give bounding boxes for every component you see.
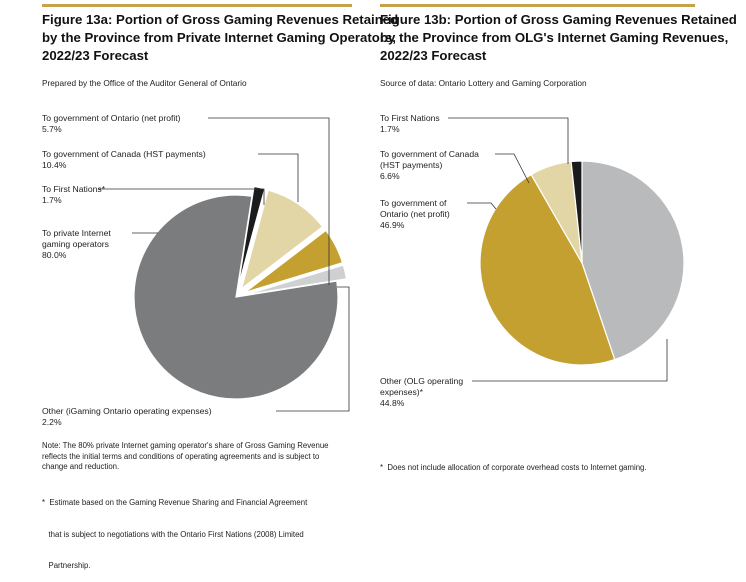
footnote-line: * Does not include allocation of corpora… [380, 463, 647, 472]
pie-slice-to-first-nations [237, 185, 266, 288]
pie-slice-other-igaming-ontario-operating-expenses [245, 264, 348, 296]
footnote-line: that is subject to negotiations with the… [42, 529, 304, 539]
leader-line-first-nations-a [98, 188, 265, 205]
pie-slice-to-first-nations [570, 160, 583, 264]
leader-line-canada-b [495, 153, 530, 184]
label-other-olg-b: Other (OLG operating expenses)* 44.8% [380, 376, 463, 409]
label-line: To private Internet [42, 228, 111, 238]
figure-a-title-line: Figure 13a: Portion of Gross Gaming Reve… [42, 12, 399, 27]
label-line: (HST payments) [380, 160, 443, 170]
leader-lines [98, 117, 668, 412]
label-line: To government of Ontario (net profit) [42, 113, 181, 123]
figure-a-top-rule [42, 4, 352, 7]
label-line: expenses)* [380, 387, 423, 397]
pie-chart-13b [479, 160, 685, 366]
leader-line-other-a [276, 286, 350, 412]
label-ontario-net-profit-b: To government of Ontario (net profit) 46… [380, 198, 450, 231]
leader-line-other-b [472, 339, 668, 382]
label-line: Other (OLG operating [380, 376, 464, 386]
footnote-line: * Estimate based on the Gaming Revenue S… [42, 498, 308, 507]
label-value: 5.7% [42, 124, 62, 134]
figure-b-title: Figure 13b: Portion of Gross Gaming Reve… [380, 11, 737, 65]
label-value: 80.0% [42, 250, 67, 260]
label-value: 2.2% [42, 417, 62, 427]
pie-slice-to-private-internet-gaming-operators [133, 194, 339, 400]
figure-a-footnote: * Estimate based on the Gaming Revenue S… [42, 477, 307, 582]
label-value: 1.7% [380, 124, 400, 134]
figure-a-title-line: by the Province from Private Internet Ga… [42, 30, 396, 45]
figure-b-title-line: by the Province from OLG's Internet Gami… [380, 30, 729, 45]
label-line: To First Nations [380, 113, 440, 123]
note-line: change and reduction. [42, 462, 120, 471]
footnote-line: Partnership. [42, 561, 91, 570]
charts-canvas [98, 117, 685, 412]
figure-a-source: Prepared by the Office of the Auditor Ge… [42, 78, 247, 88]
pie-chart-13a [133, 185, 348, 400]
label-line: Ontario (net profit) [380, 209, 450, 219]
leader-line-canada-a [258, 153, 299, 202]
figure-b-title-line: Figure 13b: Portion of Gross Gaming Reve… [380, 12, 737, 27]
leader-line-first-nations-b [448, 117, 569, 164]
figure-b-footnote: * Does not include allocation of corpora… [380, 442, 647, 484]
label-private-operators-a: To private Internet gaming operators 80.… [42, 228, 111, 261]
label-line: To government of Canada [380, 149, 479, 159]
label-canada-hst-b: To government of Canada (HST payments) 6… [380, 149, 479, 182]
figure-b-top-rule [380, 4, 695, 7]
figure-a-title: Figure 13a: Portion of Gross Gaming Reve… [42, 11, 398, 65]
label-line: To government of Canada (HST payments) [42, 149, 206, 159]
pie-slice-to-government-of-ontario-net-profit [479, 173, 616, 366]
label-value: 10.4% [42, 160, 67, 170]
label-canada-hst-a: To government of Canada (HST payments) 1… [42, 149, 206, 171]
figure-a-title-line: 2022/23 Forecast [42, 48, 149, 63]
label-first-nations-a: To First Nations* 1.7% [42, 184, 105, 206]
label-value: 1.7% [42, 195, 62, 205]
figure-b-source: Source of data: Ontario Lottery and Gami… [380, 78, 587, 88]
note-line: Note: The 80% private Internet gaming op… [42, 441, 329, 450]
figure-a-note: Note: The 80% private Internet gaming op… [42, 441, 329, 473]
label-value: 6.6% [380, 171, 400, 181]
note-line: reflects the initial terms and condition… [42, 451, 320, 461]
label-line: To First Nations* [42, 184, 106, 194]
label-line: gaming operators [42, 239, 109, 249]
pie-slice-to-government-of-canada-hst-payments [240, 189, 324, 291]
pie-slice-to-government-of-ontario-net-profit [244, 229, 344, 294]
label-line: To government of [380, 198, 447, 208]
label-value: 46.9% [380, 220, 405, 230]
label-value: 44.8% [380, 398, 405, 408]
label-other-igaming-a: Other (iGaming Ontario operating expense… [42, 406, 212, 428]
figure-b-title-line: 2022/23 Forecast [380, 48, 487, 63]
leader-line-ontario-b [467, 202, 497, 210]
label-ontario-net-profit-a: To government of Ontario (net profit) 5.… [42, 113, 181, 135]
leader-line-ontario-a [208, 117, 330, 285]
pie-slice-other-olg-operating-expenses [581, 160, 685, 361]
label-first-nations-b: To First Nations 1.7% [380, 113, 440, 135]
label-line: Other (iGaming Ontario operating expense… [42, 406, 212, 416]
